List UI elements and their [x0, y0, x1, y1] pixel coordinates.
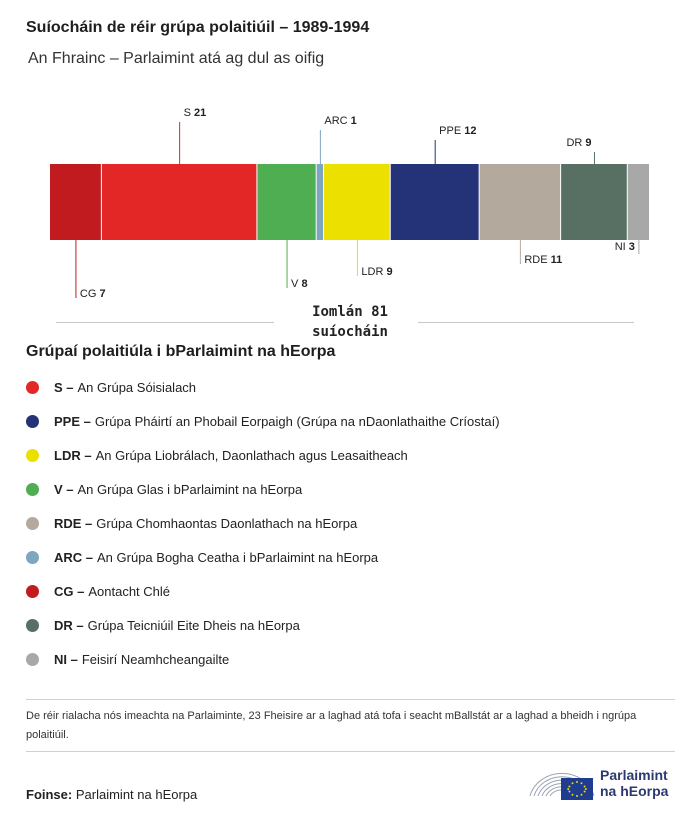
legend-text: An Grúpa Liobrálach, Daonlathach agus Le…: [95, 447, 408, 463]
legend-code: ARC –: [54, 549, 94, 565]
legend-item: DR – Grúpa Teicniúil Eite Dheis na hEorpa: [26, 608, 500, 642]
legend-swatch: [26, 516, 39, 530]
legend-text: Grúpa Chomhaontas Daonlathach na hEorpa: [96, 515, 358, 531]
bar-segment-dr: [561, 164, 627, 240]
bar-segment-s: [101, 164, 257, 240]
bar-segment-arc: [316, 164, 324, 240]
parliament-logo: Parlaimint na hEorpa: [528, 762, 678, 802]
legend-swatch: [26, 550, 39, 564]
source-text: Parlaimint na hEorpa: [75, 787, 198, 802]
legend-swatch: [26, 414, 39, 428]
chart-subtitle: An Fhrainc – Parlaimint atá ag dul as oi…: [28, 50, 325, 67]
legend: S – An Grúpa Sóisialach PPE – Grúpa Pháirtí…: [26, 370, 500, 676]
legend-item: V – An Grúpa Glas i bParlaimint na hEorpa: [26, 472, 500, 506]
data-label-ppe: PPE 12: [439, 125, 476, 137]
data-label-arc: ARC 1: [324, 115, 356, 127]
legend-swatch: [26, 448, 39, 462]
legend-item: NI – Feisirí Neamhcheangailte: [26, 642, 500, 676]
bar-segment-ldr: [324, 164, 390, 240]
seat-bar-chart: CG 7 S 21 V 8 ARC 1 LDR 9 PPE 12 RDE 11 DR 9 NI …: [50, 107, 649, 300]
data-label-v: V 8: [291, 278, 308, 290]
legend-text: Aontacht Chlé: [88, 583, 171, 599]
bar-segment-ppe: [390, 164, 479, 240]
legend-text: Grúpa Teicniúil Eite Dheis na hEorpa: [87, 617, 300, 633]
logo-line-1: Parlaimint: [600, 767, 668, 783]
legend-code: V –: [54, 481, 74, 497]
logo-wordmark: Parlaimint na hEorpa: [600, 767, 668, 799]
bar-segment-cg: [50, 164, 101, 240]
footnote: De réir rialacha nós imeachta na Parlaim…: [26, 710, 637, 741]
legend-item: S – An Grúpa Sóisialach: [26, 370, 500, 404]
legend-text: An Grúpa Bogha Ceatha i bParlaimint na h…: [97, 549, 379, 565]
legend-swatch: [26, 482, 39, 496]
legend-code: NI –: [54, 651, 78, 667]
legend-code: PPE –: [54, 413, 91, 429]
legend-title: Grúpaí polaitiúla i bParlaimint na hEorp…: [26, 343, 336, 360]
logo-line-2: na hEorpa: [600, 783, 669, 799]
note-divider-bottom: [26, 751, 675, 752]
bar-segment-rde: [479, 164, 561, 240]
source-line: Foinse: Parlaimint na hEorpa: [26, 787, 197, 802]
legend-item: LDR – An Grúpa Liobrálach, Daonlathach ag…: [26, 438, 500, 472]
legend-text: An Grúpa Sóisialach: [77, 379, 197, 395]
source-label: Foinse:: [26, 787, 73, 802]
data-label-cg: CG 7: [80, 288, 106, 300]
data-label-ldr: LDR 9: [361, 266, 392, 278]
total-divider-left: [56, 322, 274, 323]
data-label-s: S 21: [184, 107, 207, 119]
legend-code: LDR –: [54, 447, 92, 463]
legend-item: PPE – Grúpa Pháirtí an Phobail Eorpaigh (…: [26, 404, 500, 438]
legend-text: Feisirí Neamhcheangailte: [81, 651, 230, 667]
legend-item: RDE – Grúpa Chomhaontas Daonlathach na hE…: [26, 506, 500, 540]
bar-segment-ni: [627, 164, 649, 240]
legend-swatch: [26, 618, 39, 632]
legend-swatch: [26, 652, 39, 666]
note-divider-top: [26, 699, 675, 700]
eu-hemicycle-flag-icon: [529, 772, 595, 800]
legend-item: CG – Aontacht Chlé: [26, 574, 500, 608]
legend-swatch: [26, 380, 39, 394]
data-label-rde: RDE 11: [524, 254, 562, 266]
data-label-ni: NI 3: [615, 241, 635, 253]
total-divider-right: [418, 322, 634, 323]
legend-code: RDE –: [54, 515, 93, 531]
legend-text: Grúpa Pháirtí an Phobail Eorpaigh (Grúpa…: [94, 413, 500, 429]
legend-item: ARC – An Grúpa Bogha Ceatha i bParlaimint…: [26, 540, 500, 574]
bar-segment-v: [257, 164, 316, 240]
legend-code: S –: [54, 379, 74, 395]
legend-code: DR –: [54, 617, 84, 633]
total-seats-label: Iomlán 81 suíocháin: [312, 304, 388, 340]
legend-text: An Grúpa Glas i bParlaimint na hEorpa: [77, 481, 303, 497]
data-label-dr: DR 9: [566, 137, 591, 149]
legend-code: CG –: [54, 583, 85, 599]
legend-swatch: [26, 584, 39, 598]
chart-title: Suíocháin de réir grúpa polaitiúil – 198…: [26, 19, 370, 36]
